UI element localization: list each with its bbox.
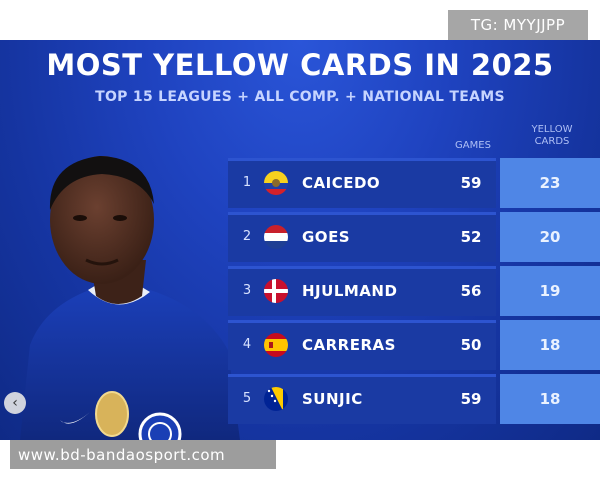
table-row: 5 SUNJIC 59 18: [228, 374, 600, 424]
row-yellow-cards: 23: [539, 174, 561, 192]
table-row: 3 HJULMAND 56 19: [228, 266, 600, 316]
row-player-name: HJULMAND: [302, 282, 398, 300]
row-player-name: CAICEDO: [302, 174, 381, 192]
row-yellow-cell: [500, 374, 600, 424]
row-yellow-cell: [500, 212, 600, 262]
row-rank: 4: [242, 337, 252, 352]
row-player-name: GOES: [302, 228, 351, 246]
leaderboard-table: 1 CAICEDO 59 23 2 GOES 52 20: [228, 158, 600, 440]
row-games: 59: [460, 390, 482, 408]
row-player-name: CARRERAS: [302, 336, 396, 354]
row-yellow-cards: 18: [539, 336, 561, 354]
row-games: 59: [460, 174, 482, 192]
chevron-left-icon: ‹: [12, 395, 18, 411]
table-row: 1 CAICEDO 59 23: [228, 158, 600, 208]
table-row: 4 CARRERAS 50 18: [228, 320, 600, 370]
row-yellow-cards: 19: [539, 282, 561, 300]
row-yellow-cards: 18: [539, 390, 561, 408]
watermark-bottom: www.bd-bandaosport.com: [10, 440, 276, 469]
table-row: 2 GOES 52 20: [228, 212, 600, 262]
column-header-yellow-line2: CARDS: [534, 136, 570, 147]
denmark-flag-icon: [264, 279, 288, 303]
netherlands-flag-icon: [264, 225, 288, 249]
player-illustration: [20, 156, 240, 440]
column-header-yellow-line1: YELLOW: [531, 124, 573, 135]
column-header-games: GAMES: [455, 140, 491, 151]
row-games: 52: [460, 228, 482, 246]
infographic: MOST YELLOW CARDS IN 2025 TOP 15 LEAGUES…: [0, 40, 600, 440]
watermark-top: TG: MYYJJPP: [448, 10, 588, 40]
row-rank: 3: [242, 283, 252, 298]
row-player-name: SUNJIC: [302, 390, 363, 408]
page-title: MOST YELLOW CARDS IN 2025: [46, 48, 554, 82]
row-yellow-cell: [500, 158, 600, 208]
row-rank: 5: [242, 391, 252, 406]
bosnia-flag-icon: [264, 387, 288, 411]
ecuador-flag-icon: [264, 171, 288, 195]
row-rank: 1: [242, 175, 252, 190]
page-subtitle: TOP 15 LEAGUES + ALL COMP. + NATIONAL TE…: [95, 89, 505, 105]
row-yellow-cell: [500, 320, 600, 370]
row-games: 50: [460, 336, 482, 354]
column-header-yellow-cards: YELLOW CARDS: [512, 124, 592, 148]
spain-flag-icon: [264, 333, 288, 357]
carousel-prev-button[interactable]: ‹: [4, 392, 26, 414]
row-yellow-cell: [500, 266, 600, 316]
row-yellow-cards: 20: [539, 228, 561, 246]
row-games: 56: [460, 282, 482, 300]
row-rank: 2: [242, 229, 252, 244]
